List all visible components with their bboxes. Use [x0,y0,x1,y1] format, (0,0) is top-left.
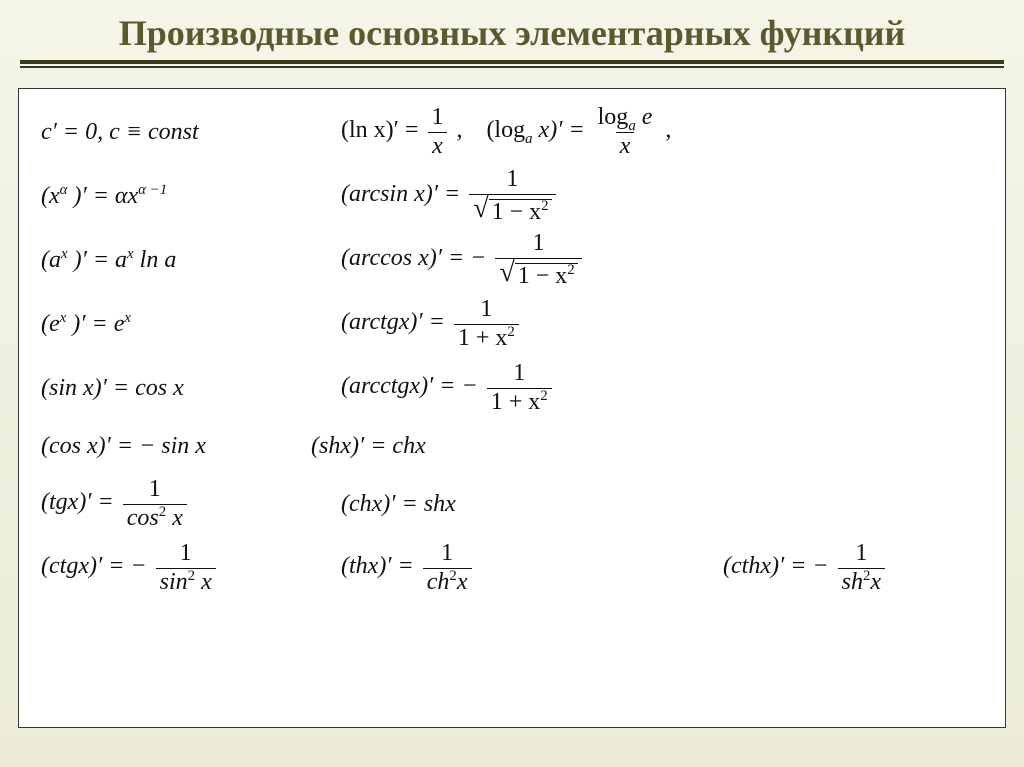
power-derivative: (xα )′ = αxα −1 [41,183,167,210]
arcsin-derivative: (arcsin x)′ = 1 √1 − x2 [341,167,559,224]
exp-e-derivative: (ex )′ = ex [41,311,131,338]
formula-row: (sin x)′ = cos x (arcctgx)′ = − 1 1 + x2 [41,359,983,417]
log-derivative: (loga x)′ = loga e x , [486,105,671,158]
exp-a-derivative: (ax )′ = ax ln a [41,247,176,274]
const-derivative: c′ = 0, c ≡ const [41,119,199,146]
formula-row: c′ = 0, c ≡ const (ln x)′ = 1 x , (loga … [41,103,983,161]
cth-derivative: (cthx)′ = − 1 sh2x [723,541,888,594]
arctg-derivative: (arctgx)′ = 1 1 + x2 [341,297,522,350]
formula-row: (ex )′ = ex (arctgx)′ = 1 1 + x2 [41,295,983,353]
arccos-derivative: (arccos x)′ = − 1 √1 − x2 [341,231,585,288]
sin-derivative: (sin x)′ = cos x [41,375,184,402]
arcctg-derivative: (arcctgx)′ = − 1 1 + x2 [341,361,555,414]
sh-derivative: (shx)′ = chx [311,433,426,460]
tg-derivative: (tgx)′ = 1 cos2 x [41,477,190,530]
formula-row: (tgx)′ = 1 cos2 x (chx)′ = shx [41,475,983,533]
ln-derivative: (ln x)′ = 1 x , [341,105,462,158]
formula-row: (ax )′ = ax ln a (arccos x)′ = − 1 √1 − … [41,231,983,289]
cos-derivative: (cos x)′ = − sin x [41,433,206,460]
formula-row: (ctgx)′ = − 1 sin2 x (thx)′ = 1 ch2x (ct… [41,539,983,597]
page-title: Производные основных элементарных функци… [20,12,1004,54]
ch-derivative: (chx)′ = shx [341,491,456,518]
formula-table: c′ = 0, c ≡ const (ln x)′ = 1 x , (loga … [18,88,1006,728]
ctg-derivative: (ctgx)′ = − 1 sin2 x [41,541,219,594]
th-derivative: (thx)′ = 1 ch2x [341,541,475,594]
formula-row: (cos x)′ = − sin x (shx)′ = chx [41,423,983,469]
divider-thin [20,66,1004,68]
divider-thick [20,60,1004,64]
formula-row: (xα )′ = αxα −1 (arcsin x)′ = 1 √1 − x2 [41,167,983,225]
